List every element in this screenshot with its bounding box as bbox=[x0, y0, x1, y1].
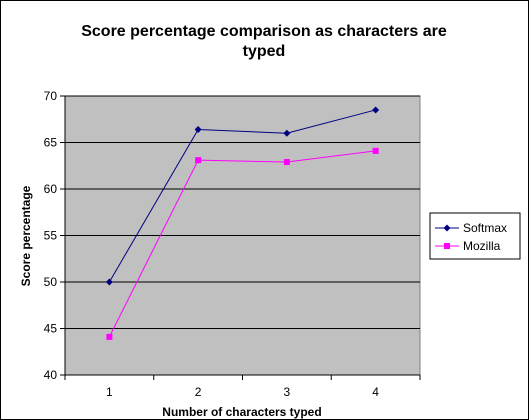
legend-box bbox=[429, 212, 521, 260]
series-layer bbox=[105, 106, 380, 340]
y-tick-labels: 40 45 50 55 60 65 70 bbox=[44, 89, 58, 382]
legend-label-mozilla: Mozilla bbox=[463, 239, 501, 253]
softmax-point bbox=[105, 278, 113, 286]
y-tick-label: 45 bbox=[44, 322, 58, 336]
mozilla-point bbox=[195, 157, 202, 164]
mozilla-point bbox=[106, 333, 113, 340]
mozilla-point bbox=[372, 147, 379, 154]
mozilla-line bbox=[108, 150, 376, 338]
legend-marker-softmax bbox=[443, 224, 451, 232]
legend: Softmax Mozilla bbox=[429, 212, 521, 260]
softmax-point bbox=[372, 106, 380, 114]
axes bbox=[64, 96, 421, 380]
series-softmax bbox=[105, 106, 380, 286]
mozilla-point bbox=[283, 159, 290, 166]
x-axis-title: Number of characters typed bbox=[162, 405, 321, 419]
y-tick-label: 55 bbox=[44, 229, 58, 243]
x-tick-label: 4 bbox=[372, 385, 379, 399]
y-tick-label: 70 bbox=[44, 89, 58, 103]
x-tick-labels: 1 2 3 4 bbox=[106, 385, 379, 399]
x-tick-label: 3 bbox=[284, 385, 291, 399]
y-tick-label: 50 bbox=[44, 275, 58, 289]
y-tick-label: 40 bbox=[44, 368, 58, 382]
legend-label-softmax: Softmax bbox=[463, 221, 507, 235]
legend-marker-mozilla bbox=[444, 243, 450, 249]
y-tick-label: 60 bbox=[44, 182, 58, 196]
softmax-line bbox=[108, 109, 376, 283]
x-tick-label: 1 bbox=[106, 385, 113, 399]
softmax-point bbox=[194, 125, 202, 133]
chart-title-line-1: Score percentage comparison as character… bbox=[81, 23, 447, 40]
softmax-point bbox=[283, 129, 291, 137]
gridlines bbox=[60, 95, 420, 376]
series-mozilla bbox=[106, 147, 379, 340]
x-tick-label: 2 bbox=[195, 385, 202, 399]
chart-title-line-2: typed bbox=[243, 43, 286, 60]
y-tick-label: 65 bbox=[44, 136, 58, 150]
y-axis-title: Score percentage bbox=[19, 185, 33, 286]
